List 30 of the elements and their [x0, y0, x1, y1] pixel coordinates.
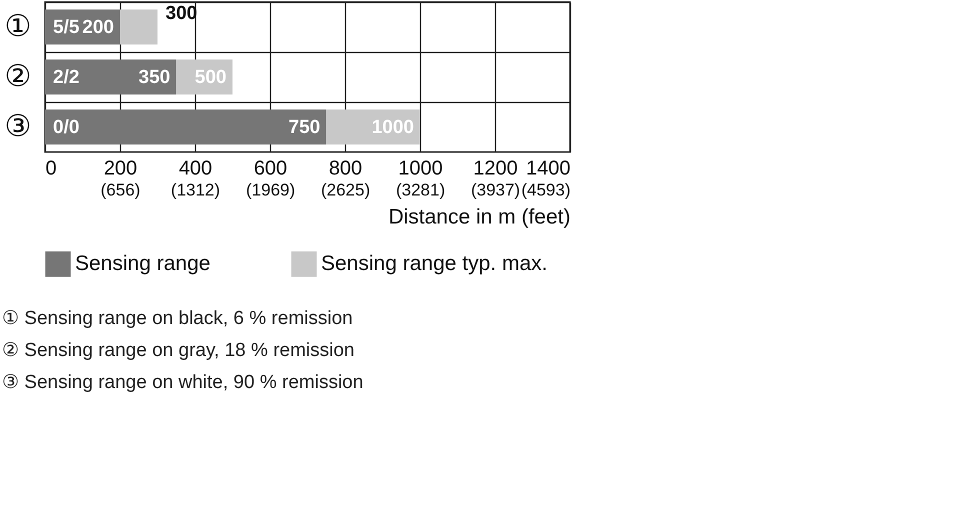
x2-tick-label: (656): [100, 180, 140, 200]
x2-tick-label: (1312): [170, 180, 220, 200]
x2-tick-label: (3937): [470, 180, 520, 200]
text: ② Sensing range on gray, 18 % remission: [2, 339, 356, 363]
data-label: 200: [82, 17, 114, 38]
x-tick-label: 1200: [473, 158, 518, 180]
x2-tick-label: (4593): [521, 180, 570, 200]
y-tick-label: ③: [4, 110, 32, 143]
legend-label: Sensing range typ. max.: [321, 252, 548, 276]
x2-tick-label: (1969): [246, 180, 296, 200]
x-tick-label: 600: [254, 158, 288, 180]
text: ① Sensing range on black, 6 % remission: [2, 307, 354, 331]
y-tick-label: ①: [4, 10, 32, 43]
data-label: 750: [288, 117, 320, 138]
x-axis-title: Distance in m (feet): [388, 206, 570, 228]
annotation: 5/5: [53, 17, 80, 38]
x-tick-label: 1400: [526, 158, 570, 180]
x-tick-label: 1000: [398, 158, 443, 180]
x2-tick-label: (3281): [396, 180, 446, 200]
x2-tick-label: (2625): [320, 180, 370, 200]
x-tick-label: 800: [328, 158, 362, 180]
x-tick-label: 400: [178, 158, 212, 180]
y-tick-label: ②: [4, 60, 32, 93]
text: ③ Sensing range on white, 90 % remission: [2, 371, 364, 395]
data-label: 350: [138, 67, 170, 88]
x-tick-label: 0: [46, 158, 57, 180]
annotation: 2/2: [53, 67, 80, 88]
legend-label: Sensing range: [75, 252, 210, 276]
x-tick-label: 200: [104, 158, 138, 180]
annotation: 0/0: [53, 117, 80, 138]
